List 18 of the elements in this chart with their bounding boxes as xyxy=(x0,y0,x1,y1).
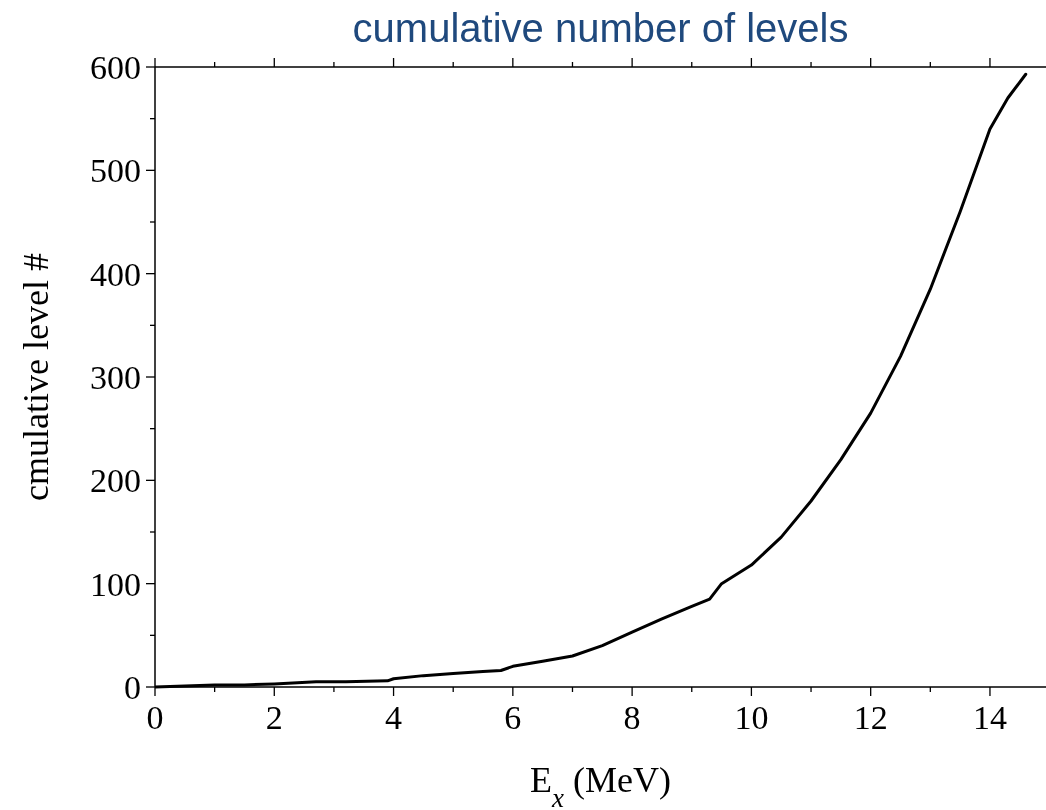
y-tick-label: 600 xyxy=(90,48,141,86)
y-tick-label: 400 xyxy=(90,255,141,293)
x-tick-label: 4 xyxy=(385,699,403,736)
y-tick-label: 100 xyxy=(90,565,141,603)
y-tick-label: 500 xyxy=(90,152,141,190)
x-tick-label: 6 xyxy=(504,699,522,736)
x-tick-label: 12 xyxy=(853,699,888,736)
x-tick-label: 8 xyxy=(623,699,641,736)
chart-title: cumulative number of levels xyxy=(352,6,849,50)
x-tick-label: 14 xyxy=(972,699,1007,736)
x-axis-title: E$_{x}$ (MeV) xyxy=(530,760,671,810)
y-tick-label: 200 xyxy=(90,462,141,500)
x-tick-label: 10 xyxy=(734,699,769,736)
y-tick-label: 300 xyxy=(90,358,141,396)
y-tick-label: 0 xyxy=(124,668,141,706)
x-tick-label: 2 xyxy=(265,699,283,736)
y-axis-title: cmulative level # xyxy=(16,253,56,501)
x-tick-label: 0 xyxy=(146,699,164,736)
